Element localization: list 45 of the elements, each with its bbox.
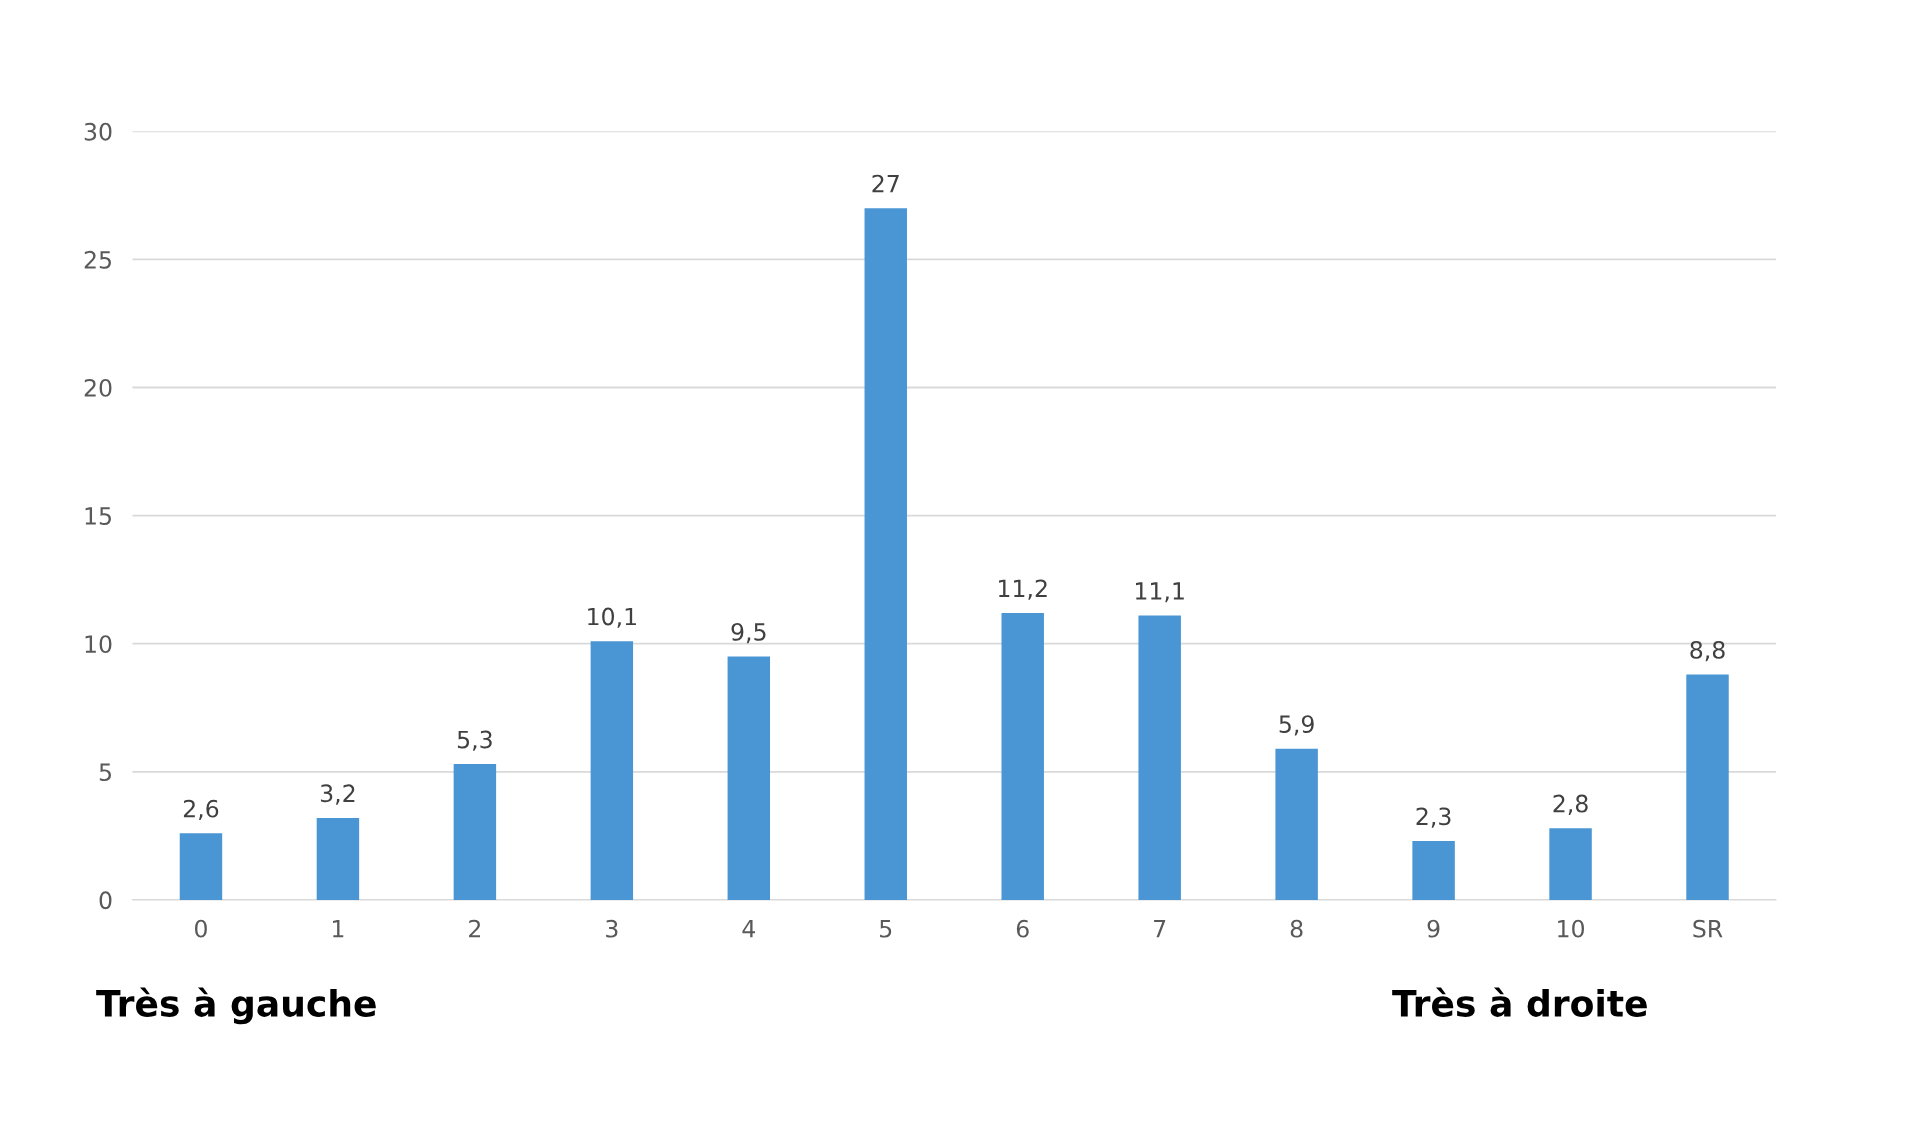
y-tick-label: 15 (85, 507, 111, 525)
bar (1686, 674, 1729, 900)
bar (1275, 748, 1318, 900)
data-label: 2,6 (183, 799, 219, 821)
y-tick-label: 30 (84, 122, 112, 141)
data-label: 8,8 (1690, 640, 1725, 662)
data-label: 2,8 (1553, 794, 1588, 815)
bar (1138, 615, 1181, 900)
x-tick-label: 9 (1427, 919, 1440, 938)
bar (453, 764, 497, 900)
data-label: 3,2 (320, 784, 355, 805)
bar (179, 833, 223, 900)
bar (864, 208, 907, 900)
x-tick-label: 0 (195, 919, 207, 938)
x-tick-label: 7 (1154, 920, 1166, 938)
data-label: 10,1 (588, 607, 636, 628)
x-tick-label: 4 (742, 920, 755, 938)
data-label: 2,3 (1416, 807, 1451, 828)
data-label: 5,3 (457, 730, 492, 751)
x-tick-label: 10 (1558, 919, 1585, 938)
x-tick-label: 1 (333, 920, 344, 938)
x-tick-label: SR (1693, 919, 1723, 938)
data-label: 11,2 (999, 579, 1047, 600)
x-tick-label: 3 (606, 919, 618, 938)
bar (1001, 612, 1044, 900)
text: Très à droite (1392, 987, 1647, 1017)
bar (1549, 828, 1592, 900)
bar (1412, 840, 1455, 900)
y-tick-label: 25 (84, 250, 111, 269)
bar (590, 641, 634, 900)
x-tick-label: 2 (469, 919, 481, 938)
y-tick-label: 20 (84, 378, 112, 397)
x-tick-label: 5 (880, 920, 892, 938)
bar (727, 656, 771, 900)
y-tick-label: 0 (99, 891, 112, 910)
data-label: 9,5 (731, 622, 766, 644)
data-label: 27 (872, 174, 899, 193)
text: Très à gauche (96, 987, 376, 1025)
x-tick-label: 8 (1290, 919, 1303, 938)
y-tick-label: 10 (85, 635, 112, 654)
data-label: 11,1 (1135, 582, 1184, 603)
data-label: 5,9 (1279, 715, 1314, 736)
x-tick-label: 6 (1016, 919, 1029, 938)
bar (316, 817, 360, 900)
y-tick-label: 5 (99, 763, 111, 782)
